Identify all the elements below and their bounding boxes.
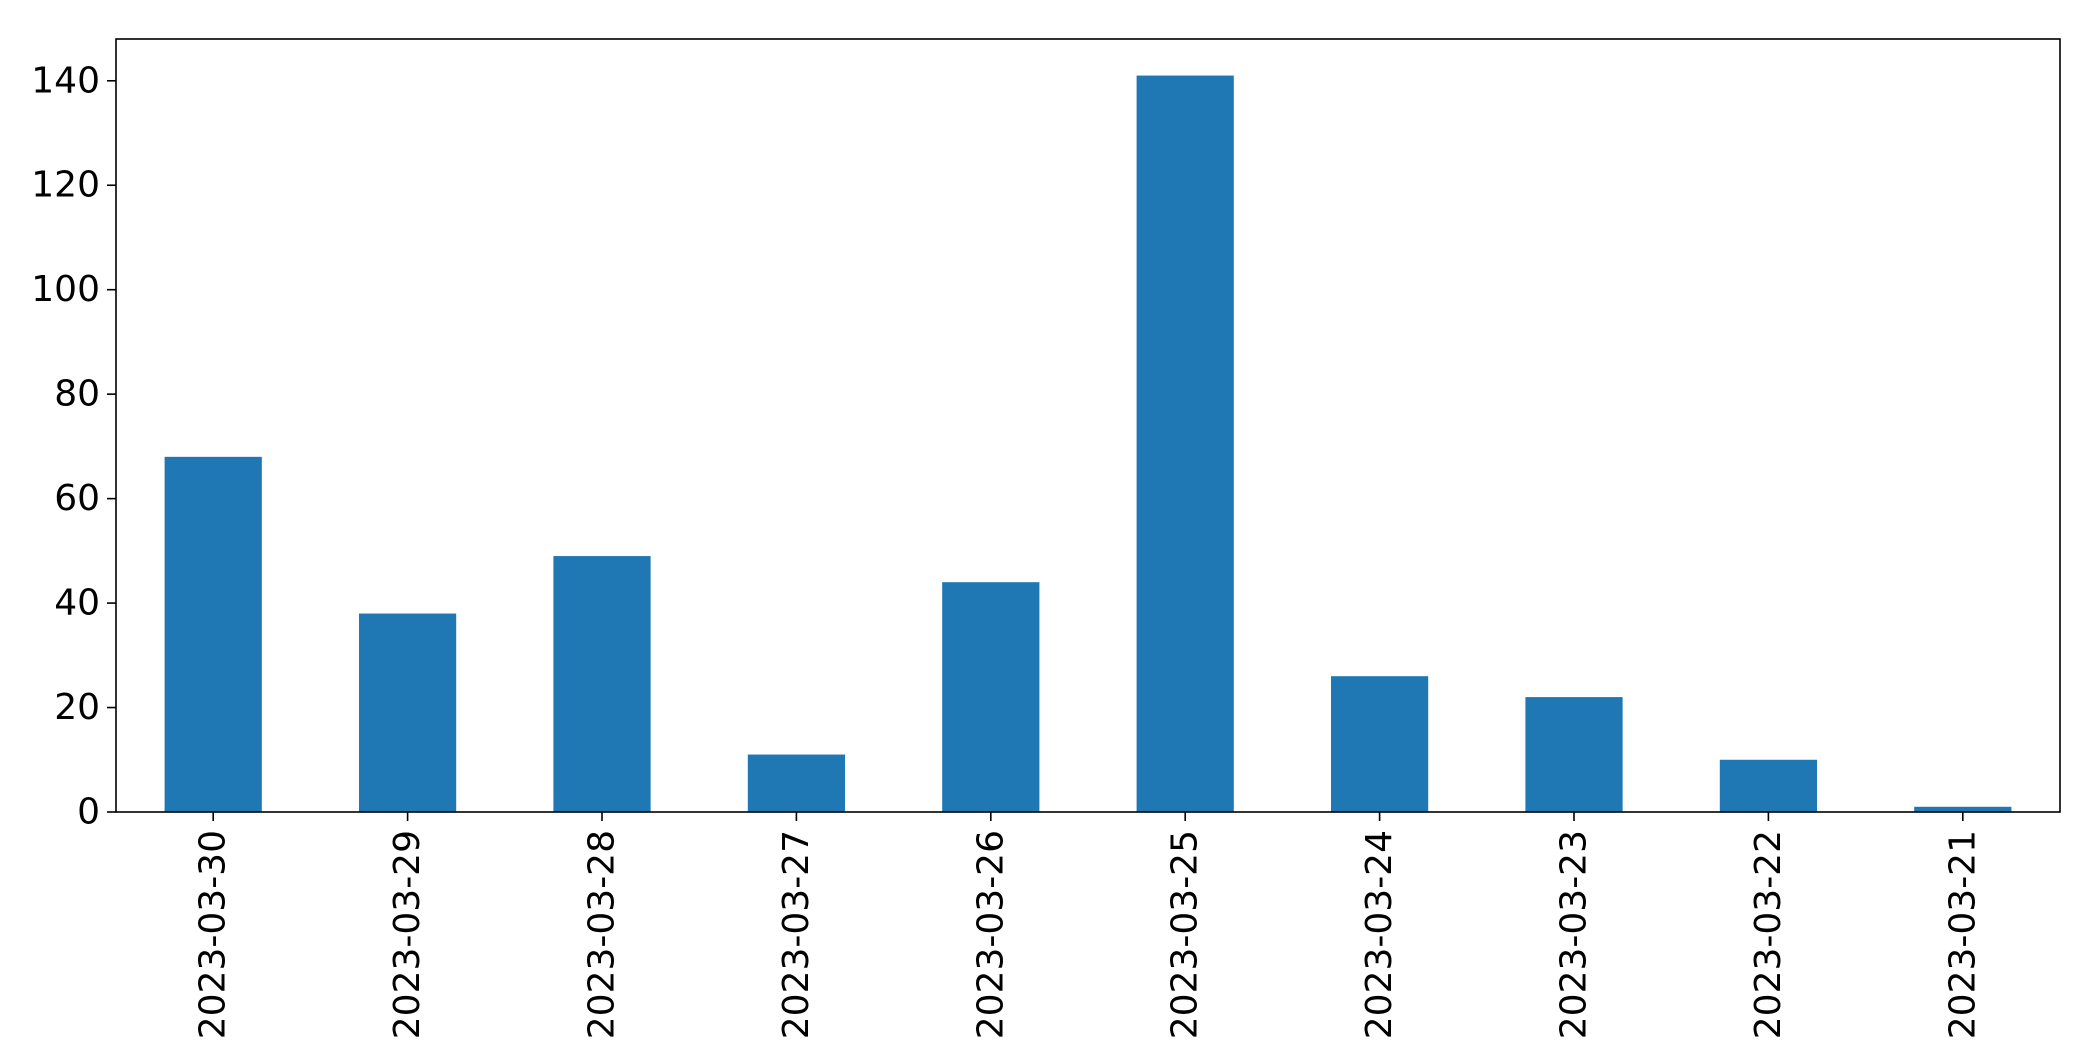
bars bbox=[164, 75, 2012, 813]
plot-frame bbox=[115, 38, 2061, 813]
x-tick-label: 2023-03-27 bbox=[776, 830, 817, 1039]
x-tick-label: 2023-03-28 bbox=[582, 830, 623, 1039]
y-tick-label: 100 bbox=[31, 269, 100, 310]
y-tick-label: 80 bbox=[54, 374, 100, 415]
bar-2023-03-27 bbox=[747, 754, 845, 812]
x-tick-label: 2023-03-29 bbox=[387, 830, 428, 1039]
bar-2023-03-25 bbox=[1136, 75, 1234, 813]
y-axis-ticks: 0 20 40 60 80 100 120 140 bbox=[31, 60, 116, 833]
bar-2023-03-21 bbox=[1914, 806, 2012, 812]
y-tick-label: 0 bbox=[77, 792, 100, 833]
bar-2023-03-22 bbox=[1719, 759, 1817, 812]
x-tick-label: 2023-03-30 bbox=[193, 830, 234, 1039]
bar-2023-03-26 bbox=[942, 582, 1040, 812]
bar-2023-03-28 bbox=[553, 556, 651, 812]
bar-2023-03-30 bbox=[164, 456, 262, 812]
y-tick-label: 140 bbox=[31, 60, 100, 101]
x-tick-label: 2023-03-22 bbox=[1748, 830, 1789, 1039]
x-tick-label: 2023-03-21 bbox=[1942, 830, 1983, 1039]
bar-2023-03-29 bbox=[359, 613, 457, 812]
x-axis-ticks: 2023-03-30 2023-03-29 2023-03-28 2023-03-27… bbox=[193, 812, 1983, 1039]
y-tick-label: 120 bbox=[31, 165, 100, 206]
x-tick-label: 2023-03-26 bbox=[970, 830, 1011, 1039]
y-tick-label: 40 bbox=[54, 583, 100, 624]
bar-2023-03-24 bbox=[1331, 676, 1429, 812]
x-tick-label: 2023-03-24 bbox=[1359, 830, 1400, 1039]
x-tick-label: 2023-03-23 bbox=[1554, 830, 1595, 1039]
bar-2023-03-23 bbox=[1525, 697, 1623, 812]
x-tick-label: 2023-03-25 bbox=[1165, 830, 1206, 1039]
y-tick-label: 60 bbox=[54, 478, 100, 519]
y-tick-label: 20 bbox=[54, 687, 100, 728]
